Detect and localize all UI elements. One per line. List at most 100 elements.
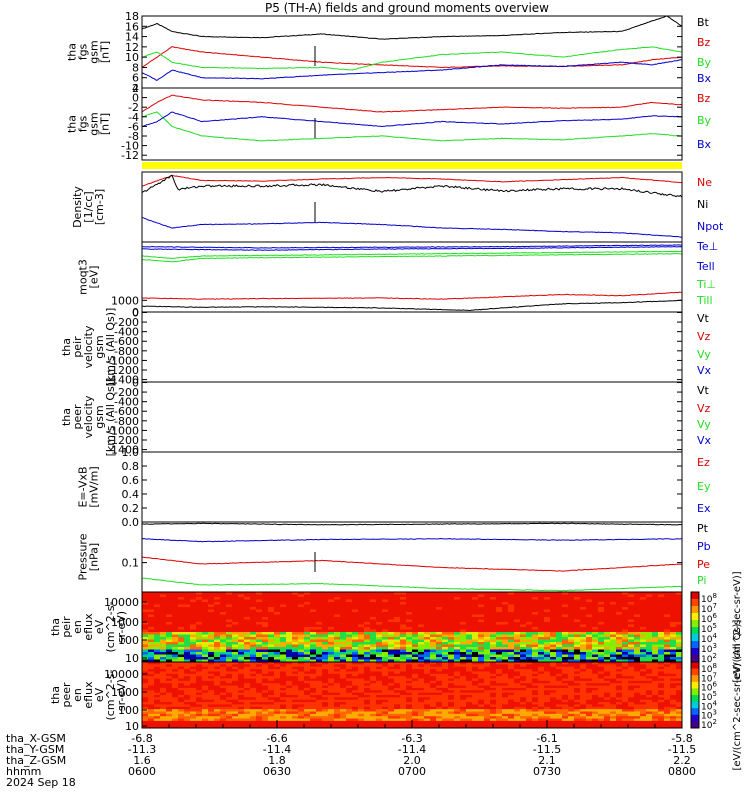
spectrogram-cell [298,678,305,682]
spectrogram-cell [196,642,203,645]
spectrogram-cell [418,709,425,712]
spectrogram-cell [544,654,551,658]
spectrogram-cell [418,690,425,694]
spectrogram-cell [310,617,317,620]
spectrogram-cell [592,644,599,648]
spectrogram-cell [652,699,659,703]
spectrogram-cell [202,718,209,722]
spectrogram-cell [508,614,515,618]
spectrogram-cell [184,706,191,710]
spectrogram-cell [220,671,227,675]
spectrogram-cell [394,678,401,682]
spectrogram-cell [676,673,682,677]
y-axis-label: tha [60,408,73,426]
spectrogram-cell [292,624,299,628]
panel-frame [141,171,683,243]
spectrogram-cell [232,639,239,643]
spectrogram-cell [154,624,161,628]
spectrogram-cell [520,644,527,648]
spectrogram-cell [382,695,389,698]
series-line [141,174,683,198]
spectrogram-cell [388,713,395,717]
spectrogram-cell [556,692,563,696]
spectrogram-cell [376,716,383,720]
spectrogram-cell [154,592,161,595]
spectrogram-cell [640,619,647,623]
spectrogram-cell [358,654,365,658]
spectrogram-cell [250,617,257,620]
spectrogram-cell [586,644,593,648]
spectrogram-cell [454,657,461,660]
spectrogram-cell [580,692,587,696]
spectrogram-cell [640,680,647,684]
spectrogram-cell [418,592,425,595]
spectrogram-cell [274,678,281,682]
y-tick-label: -6 [128,120,139,133]
spectrogram-cell [190,678,197,682]
spectrogram-cell [406,692,413,696]
spectrogram-cell [370,617,377,620]
spectrogram-cell [556,609,563,613]
spectrogram-cell [616,592,623,595]
spectrogram-cell [400,659,407,662]
spectrogram-cell [568,666,575,670]
spectrogram-cell [274,664,281,668]
spectrogram-cell [514,690,521,694]
spectrogram-cell [232,666,239,670]
spectrogram-cell [640,609,647,613]
spectrogram-cell [568,637,575,640]
spectrogram-cell [514,614,521,618]
spectrogram-cell [346,718,353,722]
spectrogram-cell [400,709,407,712]
spectrogram-cell [208,683,215,687]
spectrogram-cell [322,602,329,605]
spectrogram-cell [442,604,449,608]
spectrogram-cell [598,704,605,708]
spectrogram-cell [364,699,371,703]
spectrogram-cell [670,632,677,635]
spectrogram-cell [334,592,341,595]
spectrogram-cell [412,695,419,698]
spectrogram-cell [190,622,197,625]
spectrogram-cell [406,597,413,600]
spectrogram-cell [208,657,215,660]
spectrogram-cell [676,699,682,703]
spectrogram-cell [232,680,239,684]
spectrogram-cell [232,644,239,648]
spectrogram-cell [478,685,485,689]
spectrogram-cell [292,718,299,722]
spectrogram-cell [256,676,263,679]
spectrogram-cell [490,678,497,682]
spectrogram-cell [298,632,305,635]
colorbar-tick-label: 102 [701,652,717,665]
spectrogram-cell [430,702,437,705]
spectrogram-cell [496,683,503,687]
spectrogram-cell [442,657,449,660]
spectrogram-cell [382,709,389,712]
spectrogram-cell [382,639,389,643]
spectrogram-cell [670,692,677,696]
spectrogram-cell [496,652,503,655]
spectrogram-cell [190,617,197,620]
spectrogram-cell [544,697,551,701]
spectrogram-cell [562,644,569,648]
series-line [141,299,683,312]
spectrogram-cell [658,711,665,715]
spectrogram-cell [568,662,575,665]
spectrogram-cell [190,711,197,715]
spectrogram-cell [334,692,341,696]
y-tick-label: 0 [132,306,139,319]
legend-Pt: Pt [697,522,709,535]
spectrogram-cell [586,602,593,605]
spectrogram-cell [538,624,545,628]
spectrogram-cell [172,627,179,630]
spectrogram-cell [400,602,407,605]
spectrogram-cell [244,604,251,608]
spectrogram-cell [436,709,443,712]
spectrogram-cell [322,702,329,705]
spectrogram-cell [496,659,503,662]
spectrogram-cell [526,619,533,623]
spectrogram-cell [142,599,149,603]
spectrogram-cell [406,680,413,684]
